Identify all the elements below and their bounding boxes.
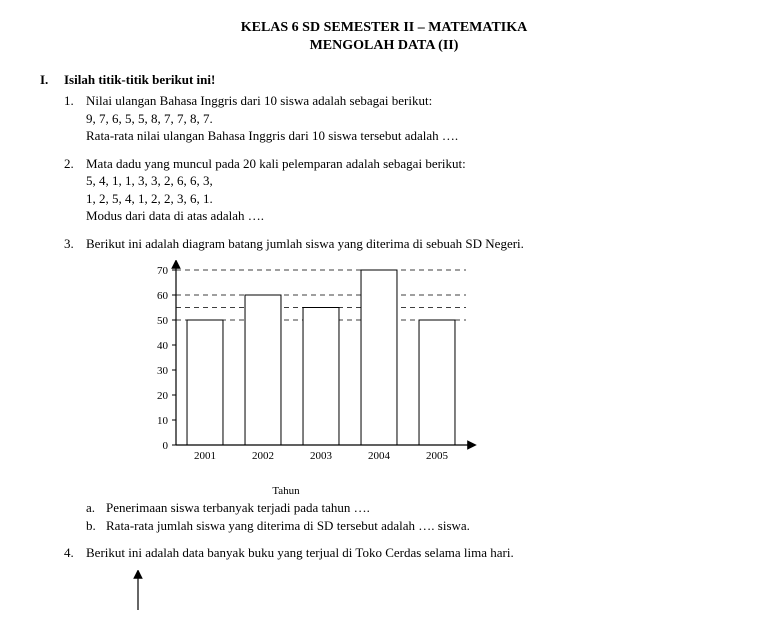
q1-line2: 9, 7, 6, 5, 5, 8, 7, 7, 8, 7. — [86, 110, 728, 128]
question-number: 1. — [64, 92, 86, 145]
q3-xlabel: Tahun — [272, 485, 299, 497]
svg-text:40: 40 — [157, 340, 169, 352]
q1-line1: Nilai ulangan Bahasa Inggris dari 10 sis… — [86, 92, 728, 110]
question-number: 2. — [64, 155, 86, 225]
q2-line3: 1, 2, 5, 4, 1, 2, 2, 3, 6, 1. — [86, 190, 728, 208]
svg-text:2003: 2003 — [310, 450, 333, 462]
svg-text:2004: 2004 — [368, 450, 391, 462]
question-3: 3. Berikut ini adalah diagram batang jum… — [64, 235, 728, 534]
sub-letter: b. — [86, 517, 106, 535]
svg-text:10: 10 — [157, 415, 169, 427]
svg-text:20: 20 — [157, 390, 169, 402]
page-subtitle: MENGOLAH DATA (II) — [40, 38, 728, 54]
svg-text:2001: 2001 — [194, 450, 216, 462]
svg-text:2002: 2002 — [252, 450, 274, 462]
q3-intro: Berikut ini adalah diagram batang jumlah… — [86, 235, 728, 253]
q2-line2: 5, 4, 1, 1, 3, 3, 2, 6, 6, 3, — [86, 172, 728, 190]
bar-chart: 2001 2002 2003 2004 2005 0 10 20 30 40 50 60 70 — [126, 260, 728, 480]
question-number: 4. — [64, 544, 86, 610]
section-roman: I. — [40, 72, 58, 92]
question-number: 3. — [64, 235, 86, 534]
q2-line4: Modus dari data di atas adalah …. — [86, 207, 728, 225]
q3-xlabel-row: Tahun — [126, 484, 486, 499]
question-4: 4. Berikut ini adalah data banyak buku y… — [64, 544, 728, 610]
bar-chart-svg: 2001 2002 2003 2004 2005 0 10 20 30 40 50 60 70 — [126, 260, 486, 480]
section-heading: Isilah titik-titik berikut ini! — [64, 72, 215, 88]
q4-intro: Berikut ini adalah data banyak buku yang… — [86, 544, 728, 562]
sub-letter: a. — [86, 499, 106, 517]
q4-arrow — [126, 570, 728, 610]
svg-text:0: 0 — [163, 440, 169, 452]
q3-sub-a: a. Penerimaan siswa terbanyak terjadi pa… — [86, 499, 728, 517]
page-title: KELAS 6 SD SEMESTER II – MATEMATIKA — [40, 20, 728, 36]
question-1: 1. Nilai ulangan Bahasa Inggris dari 10 … — [64, 92, 728, 145]
sub-text: Penerimaan siswa terbanyak terjadi pada … — [106, 499, 370, 517]
svg-text:50: 50 — [157, 315, 169, 327]
question-2: 2. Mata dadu yang muncul pada 20 kali pe… — [64, 155, 728, 225]
svg-text:60: 60 — [157, 290, 169, 302]
q3-sub-b: b. Rata-rata jumlah siswa yang diterima … — [86, 517, 728, 535]
q1-line3: Rata-rata nilai ulangan Bahasa Inggris d… — [86, 127, 728, 145]
sub-text: Rata-rata jumlah siswa yang diterima di … — [106, 517, 470, 535]
svg-text:2005: 2005 — [426, 450, 449, 462]
q2-line1: Mata dadu yang muncul pada 20 kali pelem… — [86, 155, 728, 173]
section-header: I. Isilah titik-titik berikut ini! — [40, 72, 728, 92]
svg-text:70: 70 — [157, 265, 169, 277]
svg-text:30: 30 — [157, 365, 169, 377]
